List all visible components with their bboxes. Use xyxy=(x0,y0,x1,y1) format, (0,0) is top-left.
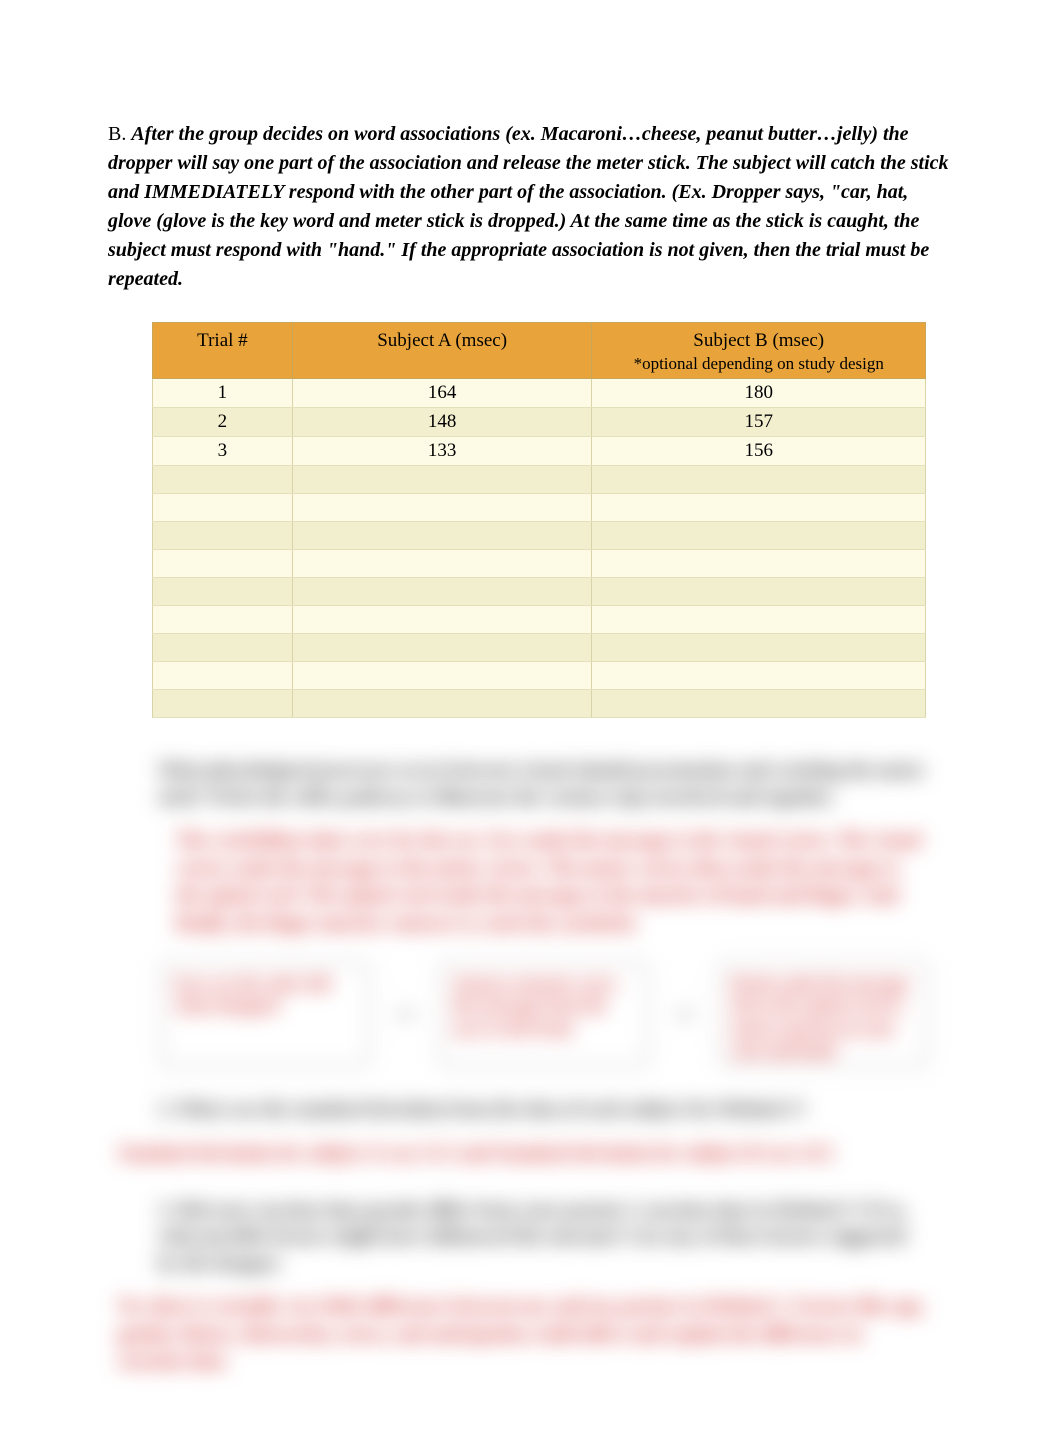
answer-2: Standard deviation for subject A was 15.… xyxy=(118,1140,926,1168)
reaction-time-table: Trial # Subject A (msec) Subject B (msec… xyxy=(152,322,926,718)
table-body: 1164180 2148157 3133156 xyxy=(153,379,926,718)
arrow-icon: ➔ xyxy=(674,1001,692,1027)
flowchart: Eyes see the ruler fall when dropped ➔ S… xyxy=(160,961,928,1067)
flow-box-1: Eyes see the ruler fall when dropped xyxy=(160,961,370,1067)
table-row xyxy=(153,606,926,634)
flow-box-2: Sensory neurons carry the message from t… xyxy=(439,961,649,1067)
question-1: What physiological processes occur betwe… xyxy=(158,758,926,811)
table-row xyxy=(153,494,926,522)
reaction-time-table-wrap: Trial # Subject A (msec) Subject B (msec… xyxy=(152,322,926,718)
flow-box-3: Brain sends the message down the spinal … xyxy=(718,961,928,1067)
section-label: B. xyxy=(108,123,131,145)
instructions-text: After the group decides on word associat… xyxy=(108,123,949,290)
table-row xyxy=(153,662,926,690)
col-header-subject-b: Subject B (msec) *optional depending on … xyxy=(592,323,926,379)
col-header-trial: Trial # xyxy=(153,323,293,379)
table-row xyxy=(153,522,926,550)
blurred-content: What physiological processes occur betwe… xyxy=(108,758,954,1376)
col-header-subject-a: Subject A (msec) xyxy=(292,323,592,379)
table-row: 2148157 xyxy=(153,408,926,437)
answer-1: The cerebellum takes over for the eye. E… xyxy=(176,827,926,937)
section-b-instructions: B. After the group decides on word assoc… xyxy=(108,120,954,294)
answer-3: No, there is actually very little differ… xyxy=(118,1293,926,1376)
table-row xyxy=(153,550,926,578)
question-3: 3. Did your reaction time greatly differ… xyxy=(158,1198,926,1278)
table-row xyxy=(153,690,926,718)
arrow-icon: ➔ xyxy=(395,1001,413,1027)
table-row xyxy=(153,578,926,606)
question-2: 2. What was the standard deviation from … xyxy=(158,1097,926,1124)
table-row: 3133156 xyxy=(153,437,926,466)
table-row: 1164180 xyxy=(153,379,926,408)
table-row xyxy=(153,634,926,662)
table-row xyxy=(153,466,926,494)
